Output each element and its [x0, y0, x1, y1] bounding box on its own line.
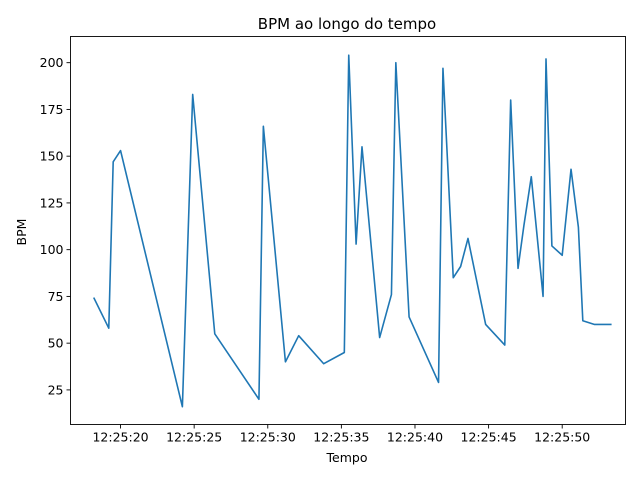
y-tick-label: 25	[48, 382, 64, 397]
x-tick-label: 12:25:25	[166, 430, 222, 445]
y-tick-label: 175	[40, 102, 64, 117]
y-tick-label: 50	[48, 336, 64, 351]
series-line-0	[92, 54, 612, 408]
x-tick-label: 12:25:45	[461, 430, 517, 445]
x-tick-label: 12:25:50	[534, 430, 590, 445]
axes-frame	[70, 36, 626, 425]
x-tick-label: 12:25:35	[313, 430, 369, 445]
chart-title: BPM ao longo do tempo	[258, 15, 436, 33]
y-tick-label: 75	[48, 289, 64, 304]
y-tick-label: 200	[40, 55, 64, 70]
y-axis-label: BPM	[14, 219, 29, 246]
x-axis-label: Tempo	[326, 450, 368, 465]
x-tick-label: 12:25:40	[387, 430, 443, 445]
plot-area: 12:25:20 12:25:25 12:25:30 12:25:35 12:25:40…	[40, 36, 626, 445]
x-tick-label: 12:25:20	[92, 430, 148, 445]
y-tick-label: 125	[40, 195, 64, 210]
x-tick-label: 12:25:30	[240, 430, 296, 445]
y-tick-label: 150	[40, 149, 64, 164]
y-tick-label: 100	[40, 242, 64, 257]
